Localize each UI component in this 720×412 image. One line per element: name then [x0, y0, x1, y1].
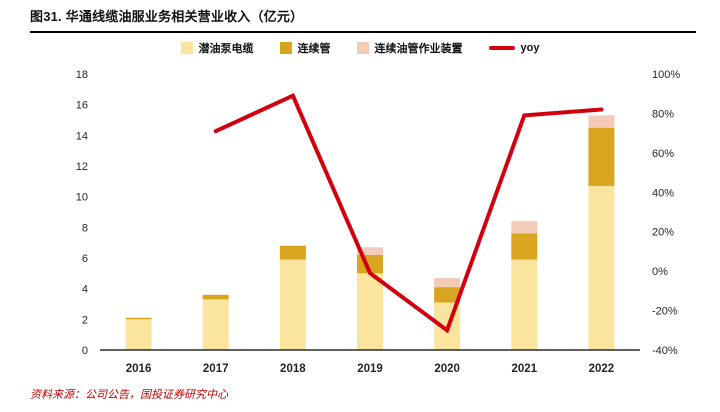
left-axis-tick: 10: [76, 192, 88, 204]
x-axis-label: 2018: [280, 363, 306, 375]
left-axis-tick: 14: [76, 130, 88, 142]
left-axis-tick: 8: [82, 222, 88, 234]
bar-segment: [357, 273, 383, 350]
legend-label: 连续油管作业装置: [374, 43, 463, 55]
legend-item: 潜油泵电缆: [180, 40, 254, 56]
legend-item: 连续油管作业装置: [356, 40, 463, 56]
bar-segment: [125, 319, 152, 350]
legend-label: 连续管: [297, 43, 331, 55]
right-axis-tick: 0%: [652, 266, 668, 278]
legend-label: yoy: [520, 42, 540, 54]
bar-segment: [125, 317, 152, 320]
left-axis-tick: 0: [82, 345, 88, 357]
right-axis-tick: 60%: [652, 148, 674, 160]
right-axis-tick: -20%: [652, 306, 678, 318]
x-axis-label: 2021: [511, 363, 537, 375]
left-axis-tick: 6: [82, 253, 88, 265]
right-axis-tick: -40%: [652, 345, 678, 357]
bar-segment: [511, 221, 538, 234]
left-axis-tick: 12: [76, 161, 88, 173]
left-axis-tick: 18: [76, 69, 88, 81]
right-axis-tick: 40%: [652, 187, 674, 199]
bar-segment: [511, 259, 538, 350]
chart-canvas: 0 2 4 6 8 10 12 14 16 18 -40% -20% 0% 20% 40% 60% 80% 100…: [76, 69, 681, 375]
figure-title: 图31. 华通线缆油服业务相关营业收入（亿元）: [30, 9, 304, 24]
bar-segment: [279, 259, 306, 350]
bar-segment: [588, 185, 615, 350]
bar-segment: [511, 233, 538, 260]
left-axis-tick: 16: [76, 100, 88, 112]
left-axis-tick: 4: [82, 284, 88, 296]
bar-segment: [588, 127, 615, 186]
bar-segment: [279, 245, 306, 260]
legend-color-swatch: [356, 42, 369, 54]
chart-legend: 潜油泵电缆 连续管 连续油管作业装置 yoy: [0, 40, 720, 56]
bar-segment: [202, 299, 229, 350]
bar-segment: [357, 247, 383, 255]
right-axis-tick: 80%: [652, 108, 674, 120]
right-axis-tick: 20%: [652, 227, 674, 239]
right-axis-tick: 100%: [652, 69, 680, 81]
source-note: 资料来源：公司公告，国投证券研究中心: [30, 389, 228, 401]
bar-segment: [434, 277, 461, 288]
legend-color-swatch: [180, 42, 193, 54]
x-axis-label: 2019: [357, 363, 383, 375]
chart-area: 0 2 4 6 8 10 12 14 16 18 -40% -20% 0% 20% 40% 60% 80% 100…: [0, 56, 720, 391]
bar-segment: [434, 287, 461, 303]
bar-segment: [202, 294, 229, 300]
x-axis-label: 2020: [434, 363, 460, 375]
legend-label: 潜油泵电缆: [198, 43, 254, 55]
x-axis-label: 2017: [203, 363, 229, 375]
legend-color-swatch: [279, 42, 292, 54]
legend-item: 连续管: [279, 40, 331, 56]
yoy-line: [213, 93, 604, 334]
figure-header: 图31. 华通线缆油服业务相关营业收入（亿元）: [30, 6, 696, 33]
x-axis-label: 2022: [589, 363, 615, 375]
left-axis-tick: 2: [82, 314, 88, 326]
bar-segment: [588, 115, 615, 128]
legend-item: yoy: [488, 42, 540, 54]
x-axis-label: 2016: [126, 363, 152, 375]
legend-line-swatch: [488, 46, 515, 50]
